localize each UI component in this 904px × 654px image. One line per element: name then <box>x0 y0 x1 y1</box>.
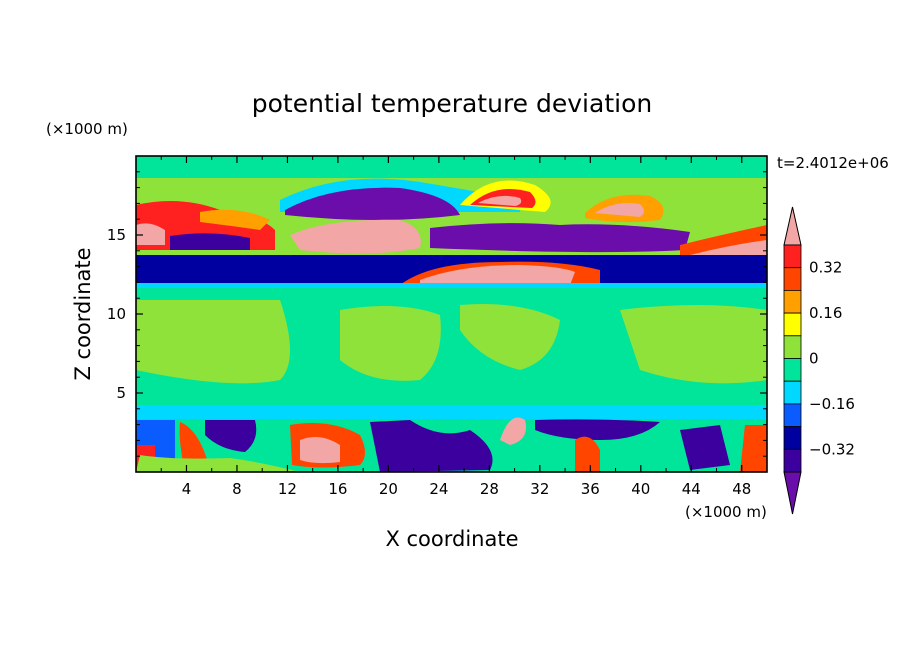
contour-region <box>300 436 340 464</box>
contour-region <box>136 405 767 419</box>
x-axis: 4 8 12 16 20 24 28 32 36 40 44 48 <box>160 156 751 498</box>
contour-region <box>285 187 460 220</box>
colorbar-min-arrow <box>783 471 802 515</box>
contour-region <box>136 300 290 384</box>
contour-region <box>460 304 560 370</box>
contour-region <box>430 223 690 253</box>
colorbar-swatch <box>783 289 802 314</box>
colorbar-tick-label: 0 <box>809 350 819 368</box>
colorbar-tick-label: 0.16 <box>809 304 842 322</box>
contour-region <box>595 203 644 217</box>
colorbar-swatch <box>783 312 802 337</box>
x-tick-label: 24 <box>429 480 448 498</box>
colorbar-tick-label: 0.32 <box>809 259 842 277</box>
x-tick-label: 8 <box>232 480 242 498</box>
colorbar-swatch <box>783 448 802 473</box>
contour-region <box>136 283 767 288</box>
y-tick-label: 10 <box>107 305 126 323</box>
contour-region <box>290 219 421 254</box>
x-tick-label: 40 <box>631 480 650 498</box>
x-tick-label: 48 <box>732 480 751 498</box>
contour-region <box>575 436 600 472</box>
x-tick-label: 44 <box>682 480 701 498</box>
colorbar-swatch <box>783 267 802 291</box>
contour-region <box>136 288 767 298</box>
colorbar-swatch <box>783 335 802 359</box>
colorbar-swatch <box>783 244 802 269</box>
contour-region <box>136 156 767 178</box>
x-tick-label: 28 <box>480 480 499 498</box>
contour-field <box>136 156 767 472</box>
contour-region <box>136 223 165 245</box>
contour-region <box>478 195 522 206</box>
contour-region <box>200 209 270 230</box>
time-label: t=2.4012e+06 <box>777 154 889 172</box>
colorbar-tick-label: −0.16 <box>809 395 855 413</box>
contour-region <box>620 305 767 384</box>
x-unit-label: (×1000 m) <box>685 503 767 521</box>
contour-region <box>170 233 250 250</box>
y-unit-label: (×1000 m) <box>46 120 128 138</box>
colorbar-max-arrow <box>783 206 802 246</box>
x-tick-label: 4 <box>182 480 192 498</box>
contour-region <box>370 420 493 472</box>
x-axis-label: X coordinate <box>385 527 518 551</box>
x-tick-label: 36 <box>581 480 600 498</box>
contour-region <box>535 419 660 440</box>
contour-region <box>680 425 730 470</box>
x-tick-label: 20 <box>379 480 398 498</box>
colorbar-swatch <box>783 426 802 450</box>
contour-region <box>136 455 300 472</box>
contour-region <box>340 306 441 381</box>
x-tick-label: 12 <box>278 480 297 498</box>
contour-region <box>500 417 526 445</box>
colorbar-swatch <box>783 403 802 427</box>
colorbar: 0.32 0.16 0 −0.16 −0.32 <box>783 206 855 515</box>
colorbar-swatch <box>783 380 802 405</box>
contour-region <box>420 265 575 288</box>
colorbar-tick-label: −0.32 <box>809 440 855 458</box>
colorbar-swatch <box>783 358 802 382</box>
contour-region <box>205 420 257 452</box>
y-tick-label: 5 <box>116 384 126 402</box>
contour-region <box>740 425 767 472</box>
x-tick-label: 32 <box>530 480 549 498</box>
x-tick-label: 16 <box>328 480 347 498</box>
y-axis: 5 10 15 <box>107 171 767 457</box>
y-axis-label: Z coordinate <box>71 247 95 380</box>
y-tick-label: 15 <box>107 226 126 244</box>
chart-title: potential temperature deviation <box>252 89 652 118</box>
